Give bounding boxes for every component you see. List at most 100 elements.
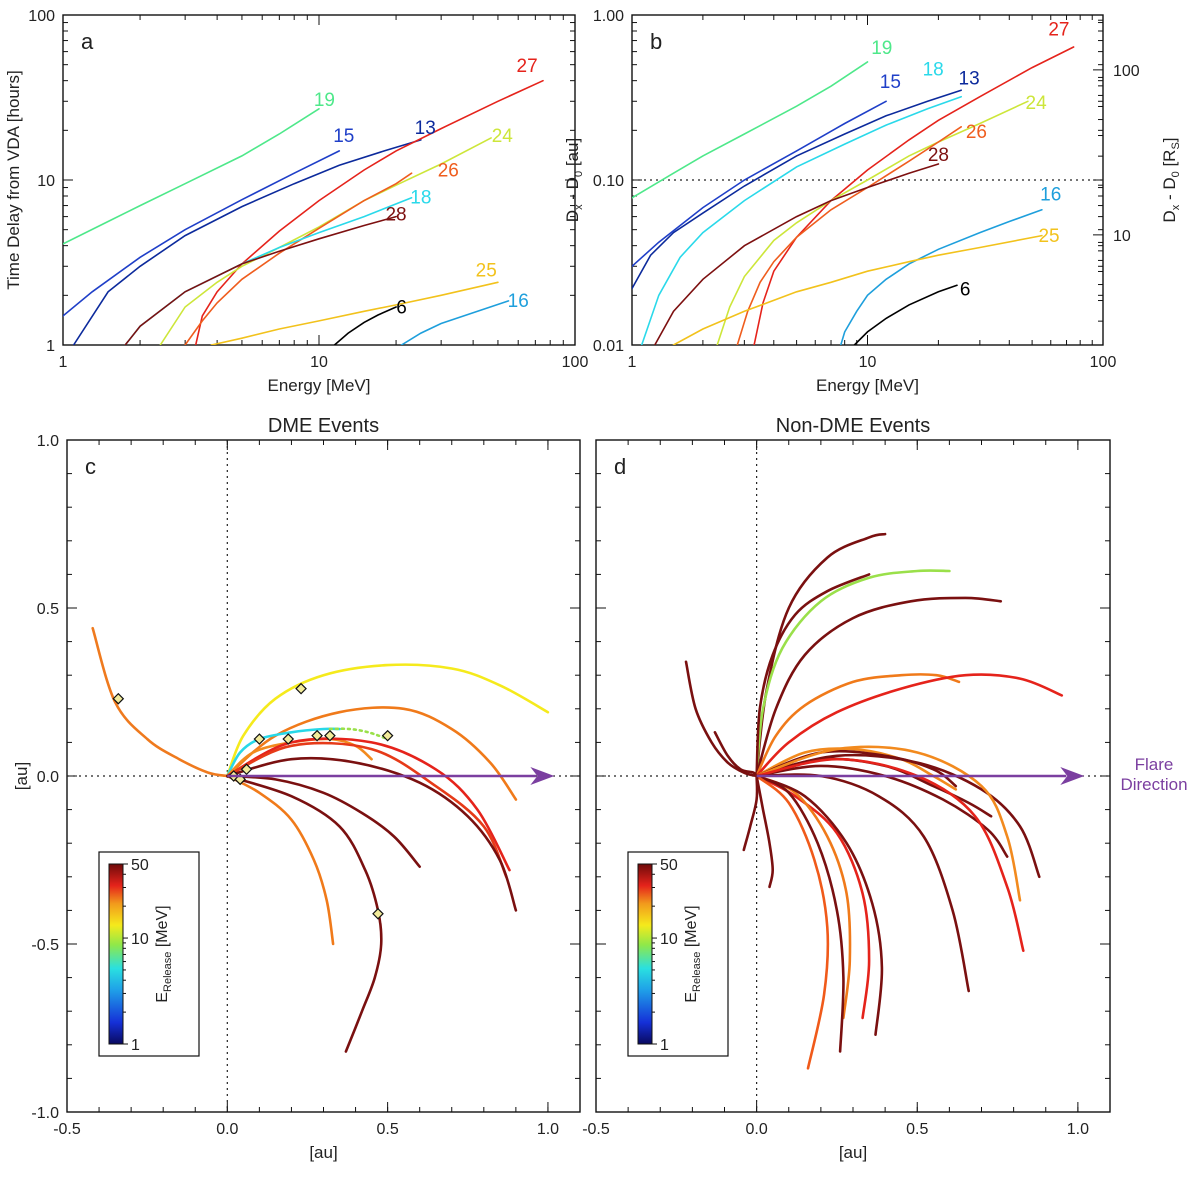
series-label: 27 [1048,20,1069,41]
series-line [632,89,962,290]
series-line [91,626,229,778]
series-label: 26 [438,161,459,182]
series-line [672,234,1043,345]
series-line [755,596,1003,778]
series-line [755,532,887,778]
series-line [654,163,940,345]
y-tick-label: 1 [46,338,55,355]
diamond-marker [240,763,253,776]
x-tick-label: 0.0 [216,1121,238,1138]
series-label: 24 [492,126,514,147]
series-line [755,753,1041,879]
series-line [736,126,962,345]
series-label: 13 [415,118,436,139]
panel-d: -0.5 0.0 0.5 1.0 [au] Non-DME Events d FlareDir… [582,415,1187,1162]
y-tick-label: -1.0 [31,1105,59,1122]
y-tick-label: 10 [37,173,55,190]
colorbar-tick-label: 1 [660,1037,669,1054]
panel-letter: d [614,454,626,479]
series-line [755,673,1064,778]
series-line [210,281,499,345]
series-line [755,774,830,1070]
series-line [63,108,320,245]
y-tick-label: 1.0 [37,433,59,450]
series-line [742,774,759,852]
series-line [226,756,518,912]
series-line [159,137,492,345]
y-tick-label: 1.00 [593,8,624,25]
series-label: 27 [517,56,538,77]
series-line [226,774,421,868]
series-line [226,663,550,778]
series-label: 19 [871,38,892,59]
plot-area [67,440,580,1112]
plot-frame [62,14,576,346]
series-label: 28 [928,145,949,166]
y-tick-label: 0.5 [37,601,59,618]
series-line [755,747,958,791]
x-tick-label: 0.5 [906,1121,928,1138]
diamond-marker [372,907,384,920]
y-tick-label: 0.10 [593,173,624,190]
y-axis-label: [au] [12,762,31,790]
series-label: 25 [476,261,497,282]
colorbar-label: ERelease​ [MeV] [683,905,703,1002]
series-line [72,139,422,345]
y-tick-label: 100 [28,8,55,25]
series-label: 19 [314,90,335,111]
series-label: 6 [396,298,407,319]
series-line [755,773,970,993]
y-right-tick-label: 10 [1113,228,1131,245]
series-label: 24 [1026,93,1048,114]
series-line [400,300,510,345]
y-right-tick-label: 100 [1113,63,1140,80]
diamond-marker [324,729,336,742]
axis-ticks [595,439,1111,1113]
diamond-marker [311,729,323,742]
x-tick-label: 1.0 [1067,1121,1089,1138]
series-label: 13 [959,68,980,89]
x-tick-label: 1 [59,354,68,371]
series-line [755,673,961,778]
colorbar-gradient [637,863,653,1045]
series-line [755,774,852,1020]
y-tick-label: 0.01 [593,338,624,355]
plot-area [632,46,1103,345]
x-tick-label: -0.5 [53,1121,81,1138]
colorbar-tick-label: 1 [131,1037,140,1054]
series-line [755,573,871,778]
y-right-axis-label: Dx​ - D0​ [RS​] [1160,137,1182,222]
panel-title: DME Events [268,415,379,437]
x-tick-label: 100 [562,354,589,371]
series-line [755,774,845,1053]
panel-letter: a [81,29,94,54]
series-line [640,95,962,345]
axis-ticks [66,439,581,1113]
series-line [853,284,958,345]
colorbar-tick-label: 10 [131,931,149,948]
series-line [226,774,383,1053]
panel-letter: c [85,454,96,479]
colorbar-tick-label: 10 [660,931,678,948]
series-label: 28 [385,204,406,225]
panel-c: -0.5 0.0 0.5 1.0-1.0-0.50.00.51.0[au][au]DM… [12,415,581,1162]
series-label: 18 [923,59,944,80]
series-line [755,764,1009,858]
x-tick-label: 1 [628,354,637,371]
series-line [63,150,341,317]
panel-title: Non-DME Events [776,415,931,437]
series-line [124,215,397,345]
series-label: 25 [1038,226,1059,247]
series-line [755,569,951,778]
series-label: 18 [410,188,431,209]
diamond-marker [295,682,307,695]
series-line [226,727,341,778]
series-line [632,61,869,199]
series-label: 15 [880,72,901,93]
colorbar-tick-label: 50 [131,857,149,874]
flare-direction-label: Direction [1120,775,1187,794]
series-line [124,197,413,345]
x-tick-label: 0.5 [377,1121,399,1138]
series-line [755,774,884,1036]
